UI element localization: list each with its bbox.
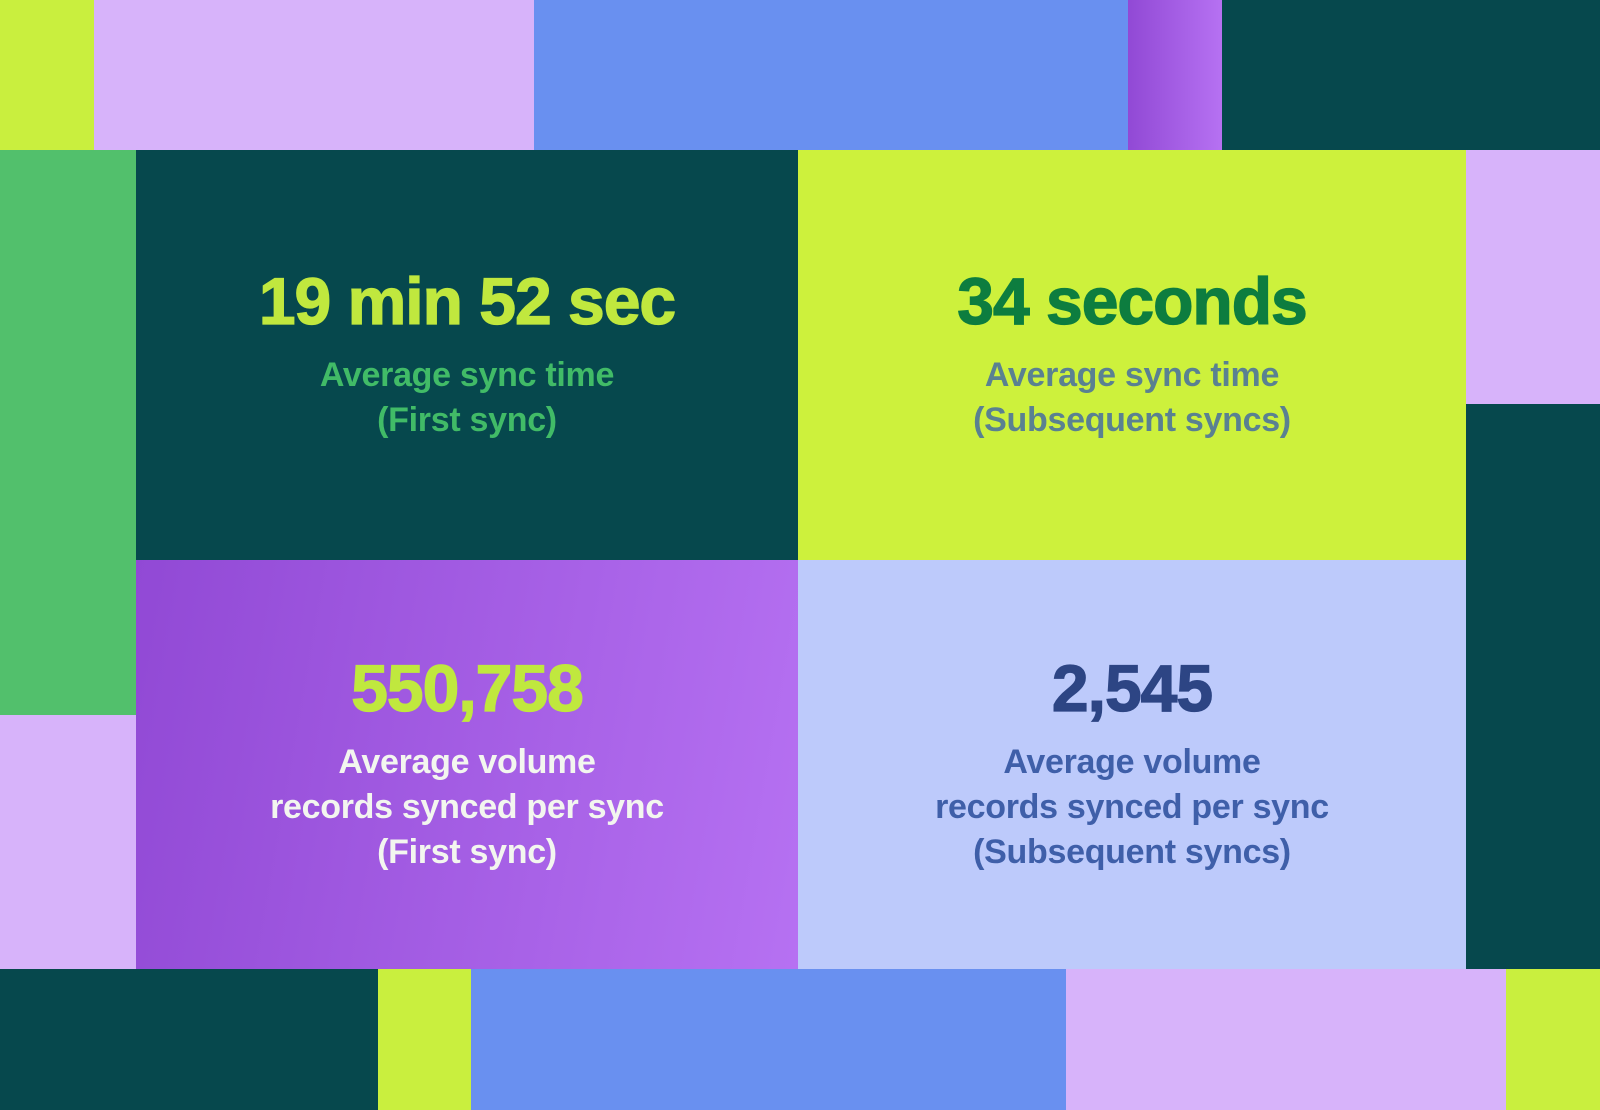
stat-card-first-sync-time: 19 min 52 sec Average sync time (First s… — [136, 150, 798, 560]
stat-card-subsequent-sync-volume: 2,545 Average volume records synced per … — [798, 560, 1466, 969]
border-tile-top-blue — [534, 0, 1128, 150]
border-tile-right-teal — [1466, 404, 1600, 969]
border-tile-bottom-blue — [471, 969, 1066, 1110]
stat-label-line: (First sync) — [377, 832, 557, 871]
stat-value-first-sync-volume: 550,758 — [351, 651, 585, 726]
stat-label-line: Average sync time — [984, 355, 1280, 394]
stat-label-line: (First sync) — [377, 400, 557, 439]
border-tile-top-lavender — [94, 0, 534, 150]
border-tile-bottom-lavender — [1066, 969, 1506, 1110]
border-tile-top-teal — [1222, 0, 1600, 150]
stat-label-subsequent-sync-time: Average sync time (Subsequent syncs) — [973, 353, 1291, 443]
border-tile-bottom-teal — [0, 969, 378, 1110]
stat-value-subsequent-sync-volume: 2,545 — [1051, 651, 1213, 726]
stat-label-line: records synced per sync — [935, 787, 1329, 826]
stat-card-first-sync-volume: 550,758 Average volume records synced pe… — [136, 560, 798, 969]
border-tile-top-lime — [0, 0, 94, 150]
stat-label-line: (Subsequent syncs) — [973, 400, 1291, 439]
stat-card-subsequent-sync-time: 34 seconds Average sync time (Subsequent… — [798, 150, 1466, 560]
stat-label-line: records synced per sync — [270, 787, 664, 826]
border-tile-right-lavender — [1466, 150, 1600, 404]
border-tile-top-purple-gradient — [1128, 0, 1222, 150]
stat-label-line: Average volume — [1003, 742, 1261, 781]
border-tile-left-green — [0, 150, 136, 715]
stat-label-first-sync-time: Average sync time (First sync) — [320, 353, 614, 443]
stat-label-first-sync-volume: Average volume records synced per sync (… — [270, 740, 664, 875]
stat-value-first-sync-time: 19 min 52 sec — [258, 264, 677, 339]
stat-value-subsequent-sync-time: 34 seconds — [957, 264, 1309, 339]
border-tile-bottom-lime — [378, 969, 471, 1110]
stat-label-line: (Subsequent syncs) — [973, 832, 1291, 871]
stat-label-line: Average volume — [338, 742, 596, 781]
border-tile-left-lavender — [0, 715, 136, 969]
stat-label-subsequent-sync-volume: Average volume records synced per sync (… — [935, 740, 1329, 875]
stat-label-line: Average sync time — [319, 355, 615, 394]
border-tile-bottom-lime-corner — [1506, 969, 1600, 1110]
